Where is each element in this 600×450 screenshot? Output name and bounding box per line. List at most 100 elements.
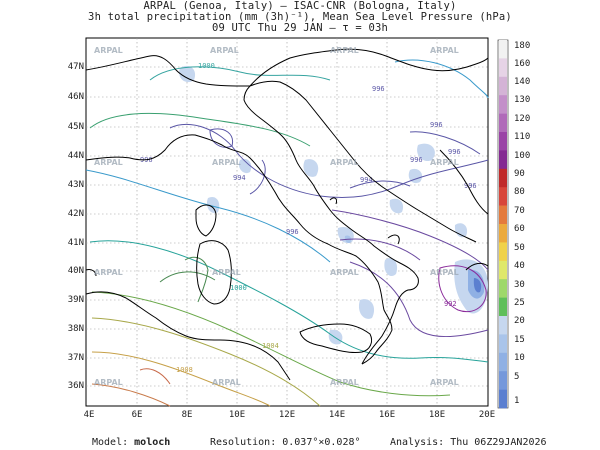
colorbar-cell bbox=[499, 242, 507, 262]
isobar-label: 996 bbox=[286, 228, 299, 236]
island-elba bbox=[329, 197, 337, 205]
colorbar-label: 80 bbox=[514, 187, 525, 197]
colorbar-label: 100 bbox=[514, 151, 531, 161]
colorbar-label: 130 bbox=[514, 95, 531, 105]
italy-west-coast bbox=[85, 134, 393, 365]
gargano bbox=[387, 234, 400, 245]
lat-label: 38N bbox=[67, 324, 84, 334]
coastlines bbox=[85, 48, 489, 381]
footer-model-value: moloch bbox=[134, 437, 171, 448]
lat-label: 37N bbox=[67, 353, 84, 363]
isobar-label: 1000 bbox=[198, 62, 215, 70]
header-line-3: 09 UTC Thu 29 JAN – τ = 03h bbox=[211, 22, 389, 34]
lat-label: 40N bbox=[67, 266, 84, 276]
footer-model-label: Model: bbox=[92, 437, 129, 448]
watermark: ARPAL bbox=[212, 158, 241, 167]
watermark: ARPAL bbox=[430, 158, 459, 167]
northern-border bbox=[249, 48, 489, 87]
lon-label: 16E bbox=[378, 410, 396, 420]
lat-label: 44N bbox=[67, 151, 84, 161]
alps-border bbox=[85, 55, 251, 87]
lon-label: 18E bbox=[428, 410, 446, 420]
isobar-label: 1000 bbox=[230, 284, 247, 292]
footer-model: Model: moloch bbox=[92, 437, 170, 448]
footer-analysis: Analysis: Thu 06Z29JAN2026 bbox=[390, 437, 547, 448]
watermark: ARPAL bbox=[94, 158, 123, 167]
lat-label: 47N bbox=[67, 62, 84, 72]
watermark: ARPAL bbox=[330, 158, 359, 167]
watermark: ARPAL bbox=[94, 378, 123, 387]
colorbar-cell bbox=[499, 132, 507, 151]
lon-label: 20E bbox=[478, 410, 496, 420]
colorbar-label: 120 bbox=[514, 114, 531, 124]
isobar-label: 996 bbox=[448, 148, 461, 156]
precipitation-field bbox=[179, 65, 488, 345]
colorbar-label: 90 bbox=[514, 169, 525, 179]
colorbar-cell bbox=[499, 58, 507, 78]
lon-label: 6E bbox=[131, 410, 143, 420]
isobar-label: 992 bbox=[444, 300, 457, 308]
colorbar-cell bbox=[499, 205, 507, 225]
lon-label: 14E bbox=[328, 410, 346, 420]
colorbar-label: 5 bbox=[514, 372, 520, 382]
colorbar-label: 70 bbox=[514, 206, 525, 216]
colorbar-cell bbox=[499, 260, 507, 280]
watermark: ARPAL bbox=[212, 268, 241, 277]
colorbar-label: 50 bbox=[514, 243, 525, 253]
albania-coast bbox=[439, 149, 489, 215]
lon-label: 4E bbox=[83, 410, 95, 420]
colorbar-label: 40 bbox=[514, 261, 525, 271]
colorbar-cell bbox=[499, 316, 507, 335]
isobar-label: 996 bbox=[410, 156, 423, 164]
colorbar-cell bbox=[499, 95, 507, 114]
sardinia bbox=[196, 240, 232, 305]
colorbar-cell bbox=[499, 168, 507, 188]
lon-label: 12E bbox=[278, 410, 296, 420]
colorbar-label: 140 bbox=[514, 77, 531, 87]
isobar-label: 996 bbox=[464, 182, 477, 190]
map-grid bbox=[86, 38, 488, 406]
footer-resolution: Resolution: 0.037°×0.028° bbox=[210, 437, 361, 448]
watermark: ARPAL bbox=[430, 46, 459, 55]
sicily bbox=[299, 323, 373, 353]
north-africa-coast bbox=[85, 291, 291, 381]
colorbar-label: 15 bbox=[514, 335, 525, 345]
lat-label: 45N bbox=[67, 122, 84, 132]
watermark: ARPAL bbox=[330, 268, 359, 277]
colorbar bbox=[497, 39, 509, 409]
colorbar-cell bbox=[499, 40, 507, 59]
isobar-label: 994 bbox=[233, 174, 246, 182]
isobar-label: 1008 bbox=[176, 366, 193, 374]
watermark: ARPAL bbox=[210, 46, 239, 55]
corsica bbox=[195, 204, 217, 237]
colorbar-label: 180 bbox=[514, 41, 531, 51]
watermark: ARPAL bbox=[94, 46, 123, 55]
watermark: ARPAL bbox=[94, 268, 123, 277]
colorbar-label: 60 bbox=[514, 224, 525, 234]
colorbar-label: 10 bbox=[514, 353, 525, 363]
colorbar-cell bbox=[499, 279, 507, 298]
adriatic-east-coast bbox=[249, 80, 477, 243]
lat-label: 36N bbox=[67, 381, 84, 391]
header-line-1: ARPAL (Genoa, Italy) – ISAC-CNR (Bologna… bbox=[143, 0, 457, 12]
colorbar-label: 160 bbox=[514, 59, 531, 69]
isobar-label: 994 bbox=[360, 176, 373, 184]
colorbar-cell bbox=[499, 113, 507, 133]
watermark: ARPAL bbox=[330, 46, 359, 55]
colorbar-label: 30 bbox=[514, 280, 525, 290]
isobar-label: 996 bbox=[372, 85, 385, 93]
colorbar-label: 25 bbox=[514, 298, 525, 308]
colorbar-cell bbox=[499, 371, 507, 390]
colorbar-cell bbox=[499, 76, 507, 96]
colorbar-cell bbox=[499, 334, 507, 354]
spain-coast bbox=[85, 269, 97, 277]
header-line-2: 3h total precipitation (mm (3h)⁻¹), Mean… bbox=[88, 11, 512, 23]
greece-coast bbox=[465, 262, 489, 271]
lat-label: 43N bbox=[67, 180, 84, 190]
watermark: ARPAL bbox=[212, 378, 241, 387]
watermark: ARPAL bbox=[330, 378, 359, 387]
colorbar-cell bbox=[499, 389, 507, 409]
watermark: ARPAL bbox=[430, 268, 459, 277]
lat-label: 41N bbox=[67, 238, 84, 248]
